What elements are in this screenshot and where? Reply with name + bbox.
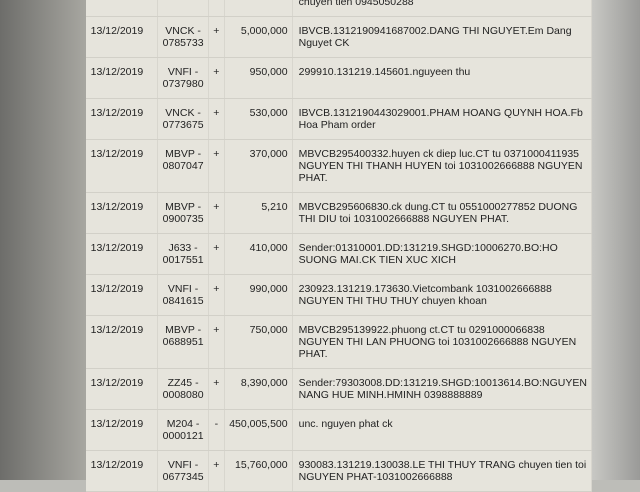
type-cell: + xyxy=(208,450,225,492)
amount-cell xyxy=(224,0,293,17)
table-row[interactable]: 13/12/2019 VNFI - 0677345 +15,760,000 93008… xyxy=(86,450,593,492)
reference-cell xyxy=(157,0,209,17)
description-cell: 230923.131219.173630.Vietcombank 1031002… xyxy=(292,274,593,316)
amount-cell: 370,000 xyxy=(224,139,293,193)
type-cell xyxy=(208,0,225,17)
table-row[interactable]: 13/12/2019 VNFI - 0841615 +990,000 230923.1… xyxy=(86,274,593,316)
type-cell: + xyxy=(208,315,225,369)
table-row[interactable]: 13/12/2019 VNCK - 0773675 +530,000 IBVCB.13… xyxy=(86,98,593,140)
date-cell: 13/12/2019 xyxy=(86,274,159,316)
date-cell: 13/12/2019 xyxy=(86,409,159,451)
date-cell: 13/12/2019 xyxy=(86,450,159,492)
date-cell: 13/12/2019 xyxy=(86,315,159,369)
amount-cell: 530,000 xyxy=(224,98,293,140)
type-cell: + xyxy=(208,139,225,193)
description-cell: IBVCB.1312190941687002.DANG THI NGUYET.E… xyxy=(292,16,593,58)
reference-cell: M204 - 0000121 xyxy=(157,409,209,451)
background-left xyxy=(0,0,88,480)
amount-cell: 410,000 xyxy=(224,233,293,275)
amount-cell: 750,000 xyxy=(224,315,293,369)
description-cell: unc. nguyen phat ck xyxy=(292,409,593,451)
scrollbar-area[interactable] xyxy=(592,0,640,480)
type-cell: + xyxy=(208,233,225,275)
amount-cell: 15,760,000 xyxy=(224,450,293,492)
table-row[interactable]: chuyen tien 0945050288 xyxy=(86,0,593,17)
date-cell: 13/12/2019 xyxy=(86,192,159,234)
transaction-table: chuyen tien 0945050288 13/12/2019 VNCK - 0… xyxy=(86,0,593,492)
table-row[interactable]: 13/12/2019 J633 - 0017551 +410,000 Sender:0… xyxy=(86,233,593,275)
table-row[interactable]: 13/12/2019 MBVP - 0688951 +750,000 MBVCB295… xyxy=(86,315,593,369)
description-cell: MBVCB295139922.phuong ct.CT tu 029100006… xyxy=(292,315,593,369)
type-cell: + xyxy=(208,274,225,316)
table-row[interactable]: 13/12/2019 MBVP - 0807047 +370,000 MBVCB295… xyxy=(86,139,593,193)
amount-cell: 8,390,000 xyxy=(224,368,293,410)
description-cell: IBVCB.1312190443029001.PHAM HOANG QUYNH … xyxy=(292,98,593,140)
reference-cell: MBVP - 0807047 xyxy=(157,139,209,193)
reference-cell: VNFI - 0841615 xyxy=(157,274,209,316)
table-row[interactable]: 13/12/2019 VNFI - 0737980 +950,000 299910.1… xyxy=(86,57,593,99)
description-cell: MBVCB295400332.huyen ck diep luc.CT tu 0… xyxy=(292,139,593,193)
reference-cell: VNCK - 0773675 xyxy=(157,98,209,140)
description-cell: MBVCB295606830.ck dung.CT tu 05510002778… xyxy=(292,192,593,234)
amount-cell: 990,000 xyxy=(224,274,293,316)
table-row[interactable]: 13/12/2019 M204 - 0000121-450,005,500 unc.… xyxy=(86,409,593,451)
date-cell: 13/12/2019 xyxy=(86,233,159,275)
table-row[interactable]: 13/12/2019 ZZ45 - 0008080 +8,390,000 Sender… xyxy=(86,368,593,410)
transaction-table-container: chuyen tien 0945050288 13/12/2019 VNCK - 0… xyxy=(86,0,593,492)
type-cell: - xyxy=(208,409,225,451)
date-cell: 13/12/2019 xyxy=(86,98,159,140)
reference-cell: VNFI - 0677345 xyxy=(157,450,209,492)
reference-cell: VNFI - 0737980 xyxy=(157,57,209,99)
amount-cell: 950,000 xyxy=(224,57,293,99)
description-cell: 299910.131219.145601.nguyeen thu xyxy=(292,57,593,99)
type-cell: + xyxy=(208,368,225,410)
type-cell: + xyxy=(208,16,225,58)
date-cell: 13/12/2019 xyxy=(86,139,159,193)
table-row[interactable]: 13/12/2019 VNCK - 0785733 +5,000,000 IBVCB.… xyxy=(86,16,593,58)
reference-cell: MBVP - 0688951 xyxy=(157,315,209,369)
description-cell: Sender:79303008.DD:131219.SHGD:10013614.… xyxy=(292,368,593,410)
table-row[interactable]: 13/12/2019 MBVP - 0900735 +5,210 MBVCB29560… xyxy=(86,192,593,234)
date-cell: 13/12/2019 xyxy=(86,57,159,99)
reference-cell: MBVP - 0900735 xyxy=(157,192,209,234)
description-cell: 930083.131219.130038.LE THI THUY TRANG c… xyxy=(292,450,593,492)
date-cell: 13/12/2019 xyxy=(86,16,159,58)
reference-cell: J633 - 0017551 xyxy=(157,233,209,275)
type-cell: + xyxy=(208,192,225,234)
description-cell: Sender:01310001.DD:131219.SHGD:10006270.… xyxy=(292,233,593,275)
date-cell xyxy=(86,0,159,17)
amount-cell: 5,000,000 xyxy=(224,16,293,58)
date-cell: 13/12/2019 xyxy=(86,368,159,410)
amount-cell: 5,210 xyxy=(224,192,293,234)
description-cell: chuyen tien 0945050288 xyxy=(292,0,593,17)
reference-cell: ZZ45 - 0008080 xyxy=(157,368,209,410)
type-cell: + xyxy=(208,98,225,140)
reference-cell: VNCK - 0785733 xyxy=(157,16,209,58)
amount-cell: 450,005,500 xyxy=(224,409,293,451)
type-cell: + xyxy=(208,57,225,99)
